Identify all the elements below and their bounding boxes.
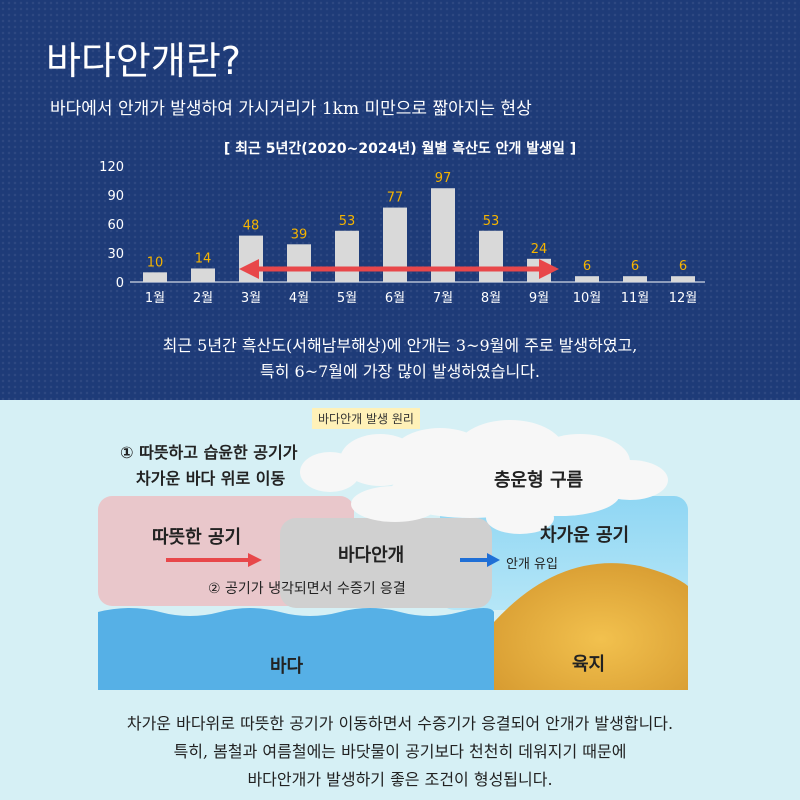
step-1-line-1: ① 따뜻하고 습윤한 공기가 xyxy=(120,443,298,462)
bar-value-label: 6 xyxy=(583,259,591,274)
x-tick-label: 7월 xyxy=(433,291,453,306)
stratus-cloud xyxy=(300,420,668,534)
page-title: 바다안개란? xyxy=(46,39,241,83)
y-tick-label: 120 xyxy=(99,160,124,175)
x-tick-label: 2월 xyxy=(193,291,213,306)
cold-air-label: 차가운 공기 xyxy=(540,525,630,546)
fog-inflow-arrowhead xyxy=(487,553,500,567)
bar-value-label: 53 xyxy=(339,214,356,229)
bar-value-label: 53 xyxy=(483,214,500,229)
fog-inflow-label: 안개 유입 xyxy=(506,557,558,572)
bar-value-label: 97 xyxy=(435,171,452,186)
y-tick-label: 60 xyxy=(107,218,124,233)
page-subtitle: 바다에서 안개가 발생하여 가시거리가 1km 미만으로 짧아지는 현상 xyxy=(50,99,532,119)
sea-fog-region xyxy=(280,518,492,608)
bar-value-label: 77 xyxy=(387,191,404,206)
intro-panel: 바다안개란? 바다에서 안개가 발생하여 가시거리가 1km 미만으로 짧아지는… xyxy=(0,0,800,400)
bar-value-label: 48 xyxy=(243,219,260,234)
fog-days-bar-chart: 0 30 60 90 120 10 14 48 39 53 77 97 53 24 6 6 6 1월 2월 3월 4… xyxy=(99,160,705,306)
summary-line-1: 최근 5년간 흑산도(서해남부해상)에 안개는 3~9월에 주로 발생하였고, xyxy=(162,336,638,355)
bar xyxy=(671,276,695,282)
bar xyxy=(479,230,503,282)
x-tick-label: 11월 xyxy=(621,291,650,306)
x-tick-label: 5월 xyxy=(337,291,357,306)
bar-value-label: 14 xyxy=(195,251,212,266)
principle-tag: 바다안개 발생 원리 xyxy=(312,408,420,429)
bar xyxy=(575,276,599,282)
x-tick-label: 3월 xyxy=(241,291,261,306)
y-tick-label: 0 xyxy=(116,276,124,291)
y-tick-label: 90 xyxy=(107,189,124,204)
x-tick-label: 1월 xyxy=(145,291,165,306)
bar xyxy=(143,272,167,282)
bar xyxy=(191,268,215,282)
x-tick-label: 8월 xyxy=(481,291,501,306)
caption-line-2: 특히, 봄철과 여름철에는 바닷물이 공기보다 천천히 데워지기 때문에 xyxy=(173,742,627,761)
fog-formation-diagram xyxy=(98,420,688,690)
x-tick-label: 6월 xyxy=(385,291,405,306)
bar xyxy=(239,235,263,282)
land-label: 육지 xyxy=(572,654,606,675)
sea-label: 바다 xyxy=(270,656,304,677)
summary-line-2: 특히 6~7월에 가장 많이 발생하였습니다. xyxy=(260,362,540,381)
step-1-text: ① 따뜻하고 습윤한 공기가 차가운 바다 위로 이동 xyxy=(120,440,297,492)
x-tick-label: 10월 xyxy=(573,291,602,306)
caption-line-3: 바다안개가 발생하기 좋은 조건이 형성됩니다. xyxy=(247,770,553,789)
warm-air-arrowhead xyxy=(248,553,262,567)
step-2-text: ② 공기가 냉각되면서 수증기 응결 xyxy=(208,581,406,597)
bar xyxy=(335,230,359,282)
chart-title: [ 최근 5년간(2020~2024년) 월별 흑산도 안개 발생일 ] xyxy=(223,141,577,157)
y-tick-label: 30 xyxy=(107,247,124,262)
sea-fog-label: 바다안개 xyxy=(338,545,405,566)
land-region xyxy=(494,563,688,690)
warm-air-label: 따뜻한 공기 xyxy=(152,527,242,548)
x-tick-label: 4월 xyxy=(289,291,309,306)
caption-line-1: 차가운 바다위로 따뜻한 공기가 이동하면서 수증기가 응결되어 안개가 발생합… xyxy=(126,714,674,733)
bar-value-label: 10 xyxy=(147,255,164,270)
step-1-line-2: 차가운 바다 위로 이동 xyxy=(136,469,286,488)
sea-region xyxy=(98,608,494,690)
x-tick-label: 9월 xyxy=(529,291,549,306)
bar-value-label: 6 xyxy=(631,259,639,274)
bar-value-label: 6 xyxy=(679,259,687,274)
x-tick-label: 12월 xyxy=(669,291,698,306)
bar xyxy=(287,244,311,282)
bar xyxy=(623,276,647,282)
stratus-cloud-label: 층운형 구름 xyxy=(494,470,584,491)
bar-value-label: 39 xyxy=(291,227,308,242)
bar-value-label: 24 xyxy=(531,242,548,257)
